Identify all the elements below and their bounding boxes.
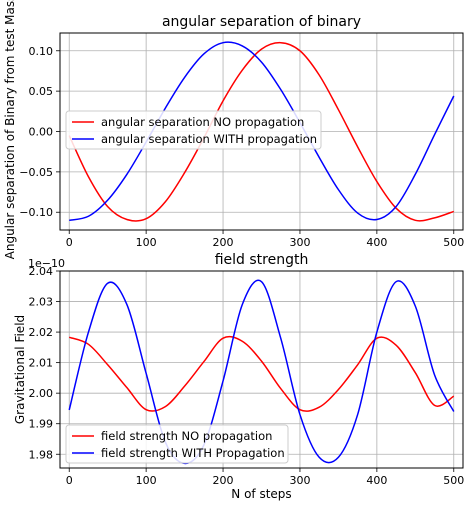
x-axis-ticks: 0 100 200 300 400 500: [66, 468, 464, 487]
legend-box: [65, 424, 289, 464]
chart-title: angular separation of binary: [162, 14, 361, 30]
x-tick-label: 100: [136, 474, 157, 487]
y-tick-label: 2.02: [29, 326, 54, 339]
y-tick-label: 2.04: [29, 265, 54, 278]
y-tick-label: 2.00: [29, 387, 54, 400]
y-tick-label: −0.05: [19, 166, 53, 179]
x-tick-label: 400: [366, 474, 387, 487]
x-tick-label: 400: [366, 236, 387, 249]
series-layer: [68, 41, 455, 222]
y-tick-label: 0.10: [29, 45, 54, 58]
x-tick-label: 200: [213, 236, 234, 249]
y-axis-ticks: −0.10 −0.05 0.00 0.05 0.10: [19, 45, 60, 219]
series-line: [68, 335, 455, 412]
x-tick-label: 0: [66, 236, 73, 249]
x-tick-label: 0: [66, 474, 73, 487]
legend: field strength NO propagation field stren…: [65, 424, 289, 464]
x-tick-label: 500: [443, 236, 464, 249]
series-line: [68, 41, 455, 222]
y-axis-label: Angular separation of Binary from test M…: [3, 0, 17, 259]
x-tick-label: 100: [136, 236, 157, 249]
chart-title: field strength: [215, 252, 309, 268]
x-axis-ticks: 0 100 200 300 400 500: [66, 230, 464, 249]
y-tick-label: 1.98: [29, 448, 54, 461]
angular-separation-chart: 0 100 200 300 400 500 −0.10−0.050.000.050.10 …: [3, 0, 464, 259]
legend-label: angular separation NO propagation: [101, 115, 304, 129]
x-tick-label: 300: [289, 236, 310, 249]
y-tick-label: 0.00: [29, 126, 54, 139]
y-tick-label: −0.10: [19, 206, 53, 219]
legend-label: field strength WITH Propagation: [101, 446, 285, 460]
plot-frame: [59, 270, 464, 469]
y-tick-label: 2.01: [29, 357, 54, 370]
y-tick-label: 2.03: [29, 296, 54, 309]
legend: angular separation NO propagation angular…: [65, 110, 322, 150]
y-axis-label: Gravitational Field: [13, 315, 27, 424]
y-axis-scale-label: 1e−10: [28, 257, 65, 270]
series-line: [68, 279, 455, 465]
y-tick-label: 0.05: [29, 85, 54, 98]
y-tick-label: 1.99: [29, 418, 54, 431]
x-axis-label: N of steps: [231, 487, 291, 501]
x-tick-label: 200: [213, 474, 234, 487]
x-tick-label: 500: [443, 474, 464, 487]
series-layer: [68, 279, 455, 465]
legend-label: angular separation WITH propagation: [101, 132, 317, 146]
legend-label: field strength NO propagation: [101, 429, 272, 443]
series-line: [69, 41, 455, 222]
field-strength-chart: 0 100 200 300 400 500 1.98 1.99 2.00 2.01 2.02 2.0…: [13, 252, 464, 501]
y-axis-ticks: 1.98 1.99 2.00 2.01 2.02 2.03 2.04: [29, 265, 60, 461]
x-tick-label: 300: [289, 474, 310, 487]
legend-box: [65, 110, 322, 150]
